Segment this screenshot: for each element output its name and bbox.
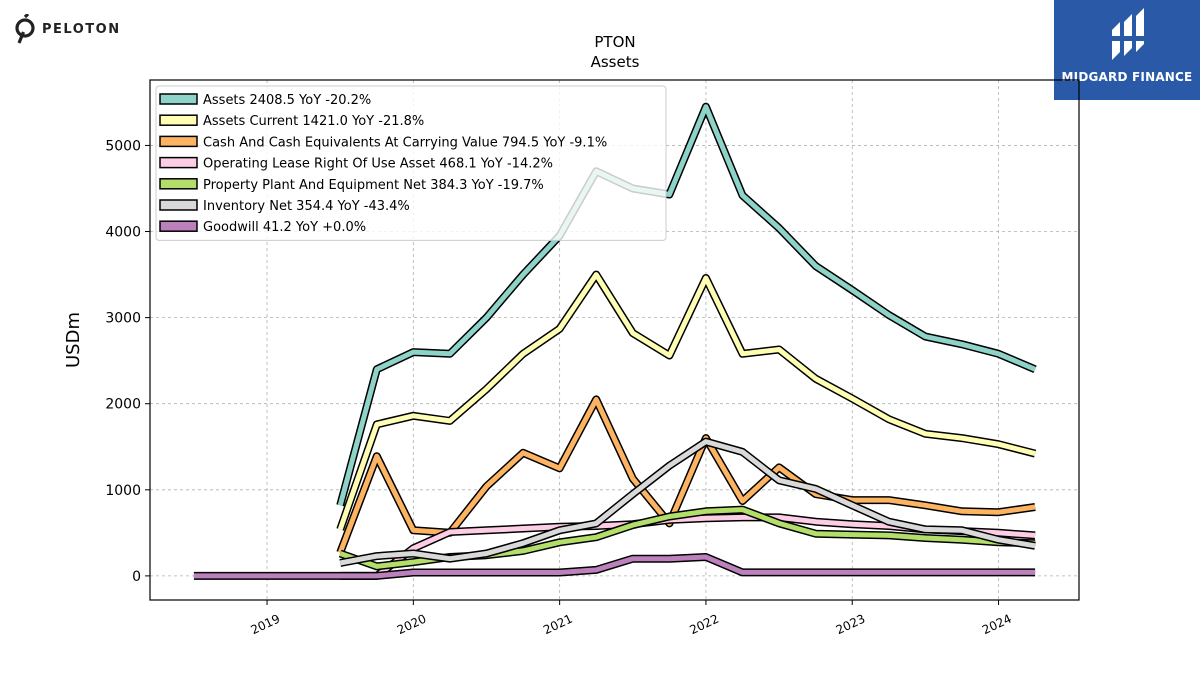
legend-swatch xyxy=(159,199,198,211)
legend-swatch xyxy=(159,178,198,190)
series-cash-and-cash-equivalents-at-carrying-value xyxy=(336,395,1036,555)
series-line xyxy=(193,554,1036,579)
x-tick-label: 2024 xyxy=(980,612,1014,638)
midgard-mark-icon xyxy=(1110,8,1146,60)
series-layer xyxy=(193,102,1037,580)
x-tick-label: 2019 xyxy=(249,612,283,638)
y-tick-label: 5000 xyxy=(105,138,141,154)
y-tick-label: 0 xyxy=(132,569,141,585)
x-tick-label: 2022 xyxy=(687,612,721,638)
x-tick-label: 2023 xyxy=(834,612,868,638)
series-line xyxy=(337,272,1036,531)
legend-swatch xyxy=(159,135,198,148)
chart-subtitle: Assets xyxy=(591,53,640,71)
legend-swatch xyxy=(159,156,198,169)
plot-frame xyxy=(149,79,1080,601)
legend-entry: Operating Lease Right Of Use Asset 468.1… xyxy=(203,157,553,172)
series-line xyxy=(337,104,1037,506)
series-goodwill xyxy=(193,553,1036,580)
series-line xyxy=(339,439,1036,566)
midgard-finance-logo: MIDGARD FINANCE xyxy=(1054,0,1200,100)
x-tick-label: 2020 xyxy=(395,612,429,638)
legend-swatch xyxy=(159,220,198,232)
legend-entry: Assets 2408.5 YoY -20.2% xyxy=(203,93,371,108)
x-tick-label: 2021 xyxy=(541,612,575,638)
legend-entry: Property Plant And Equipment Net 384.3 Y… xyxy=(203,178,544,193)
peloton-logo: PELOTON xyxy=(14,14,121,44)
series-inventory-net xyxy=(339,437,1036,567)
legend-entry: Inventory Net 354.4 YoY -43.4% xyxy=(203,199,410,214)
series-assets-current xyxy=(336,270,1037,531)
y-tick-label: 3000 xyxy=(105,311,141,327)
y-tick-label: 4000 xyxy=(105,225,141,241)
midgard-logo-text: MIDGARD FINANCE xyxy=(1061,70,1193,84)
legend-swatch xyxy=(159,114,198,126)
legend-swatch xyxy=(159,93,198,105)
peloton-mark-icon xyxy=(15,14,35,44)
series-line xyxy=(337,396,1036,554)
y-tick-label: 1000 xyxy=(105,483,141,499)
y-axis-label: USDm xyxy=(63,312,84,368)
series-assets xyxy=(336,102,1037,507)
legend-box xyxy=(155,85,667,241)
legend-entry: Assets Current 1421.0 YoY -21.8% xyxy=(203,114,424,129)
y-tick-label: 2000 xyxy=(105,397,141,413)
legend: Assets 2408.5 YoY -20.2% Assets Current 1… xyxy=(155,85,667,241)
legend-entry: Goodwill 41.2 YoY +0.0% xyxy=(203,220,366,235)
chart-title: PTON xyxy=(594,33,635,51)
peloton-logo-text: PELOTON xyxy=(42,21,121,37)
legend-entry: Cash And Cash Equivalents At Carrying Va… xyxy=(203,135,607,150)
